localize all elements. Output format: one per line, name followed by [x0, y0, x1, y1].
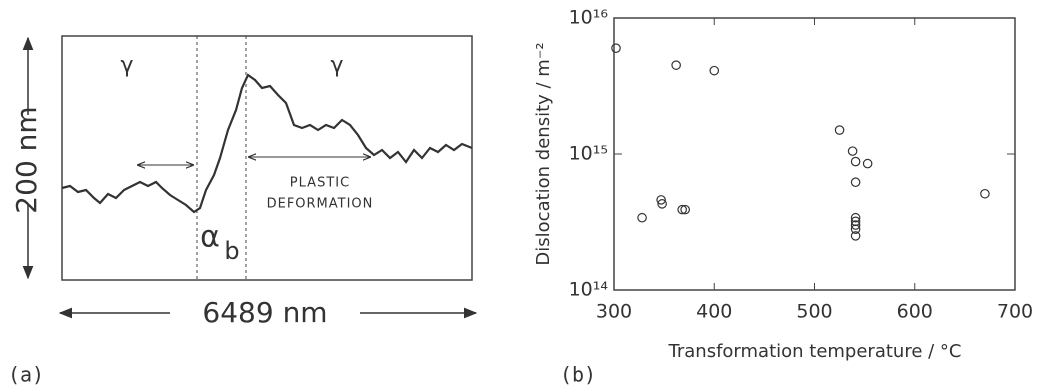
point [850, 224, 861, 234]
x-tick-label: 600 [897, 301, 933, 323]
point [850, 177, 861, 188]
point [656, 195, 666, 205]
panel-label: (a) [8, 363, 44, 387]
x-tick-label: 500 [796, 301, 832, 323]
frame [613, 17, 1016, 291]
y-axis-label: Dislocation density / m⁻² [533, 42, 554, 265]
point [850, 220, 861, 230]
x-tick-label: 300 [596, 301, 632, 323]
point [850, 231, 861, 241]
x-tick-label: 700 [997, 301, 1033, 323]
point [657, 199, 667, 209]
point [847, 146, 858, 156]
point [862, 158, 873, 169]
bainite-subscript: b [224, 237, 239, 265]
point [850, 212, 861, 223]
frame [61, 35, 473, 281]
x-tick-label: 400 [696, 301, 732, 323]
phase-label: γ [330, 53, 343, 78]
point [671, 60, 681, 70]
point [834, 125, 845, 135]
y-tick-label: 10¹⁵ [569, 143, 608, 165]
width-label: 6489 nm [202, 296, 327, 329]
height-label: 200 nm [10, 106, 43, 213]
point [637, 212, 647, 223]
label-bg [170, 296, 360, 330]
x-axis-label: Transformation temperature / °C [668, 341, 962, 362]
point [677, 204, 687, 215]
y-tick-label: 10¹⁶ [569, 7, 608, 29]
annotation: PLASTIC [290, 176, 350, 191]
point [709, 65, 720, 76]
phase-label: γ [120, 53, 133, 78]
label-bg [14, 115, 44, 205]
annotation: DEFORMATION [267, 197, 374, 212]
panel-a: 200 nm 6489 nm γ γ PLASTIC DEFORMATION α… [8, 35, 478, 387]
point [980, 188, 990, 199]
y-tick-label: 10¹⁴ [569, 279, 609, 301]
profile-trace [61, 73, 473, 214]
point [611, 43, 621, 53]
point [680, 204, 690, 215]
panel-label: (b) [560, 363, 596, 387]
panel-b: Dislocation density / m⁻² Transformation… [533, 7, 1033, 387]
point [850, 156, 861, 167]
bainite-symbol: α [200, 220, 220, 255]
